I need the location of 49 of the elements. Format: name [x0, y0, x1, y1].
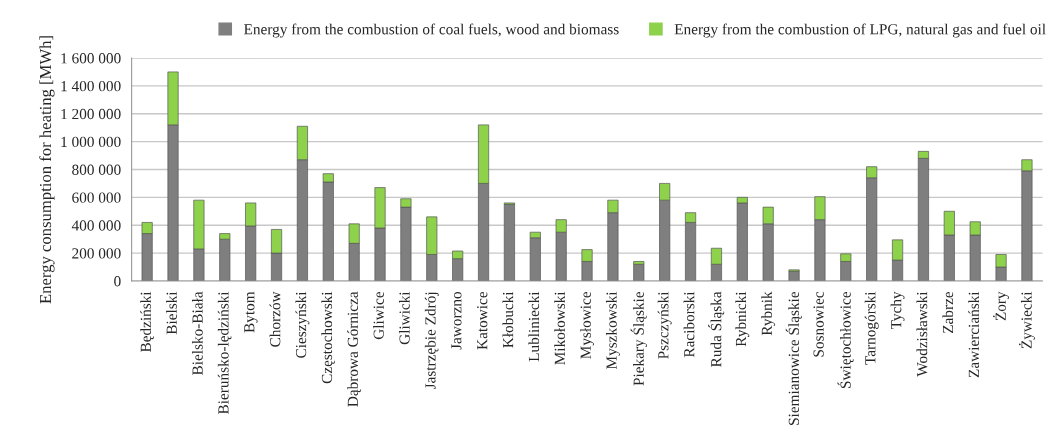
x-tick-label: Cieszyński	[295, 291, 310, 358]
x-tick-label: Piekary Śląskie	[630, 291, 647, 386]
x-tick-label: Rybnik	[761, 291, 776, 336]
x-tick-label: Mikołowski	[554, 291, 565, 365]
x-tick-label: Bieruńsko-lędziński	[217, 291, 232, 415]
x-tick-label: Bielski	[166, 291, 177, 335]
x-tick-label: Ruda Śląska	[708, 291, 725, 367]
x-tick-label: Lubliniecki	[528, 291, 540, 362]
x-tick-label: Częstochowski	[321, 291, 335, 384]
x-tick-label: Zawierciański	[968, 291, 980, 378]
x-tick-label: Będziński	[140, 291, 154, 353]
x-tick-label: Tychy	[890, 291, 905, 330]
x-tick-label: Raciborski	[683, 291, 695, 358]
bar	[503, 203, 515, 281]
x-tick-label: Sosnowiec	[813, 291, 824, 357]
x-tick-label: Dąbrowa Górnicza	[347, 291, 361, 407]
x-tick-label: Bielsko-Biała	[191, 291, 203, 375]
x-tick-label: Katowice	[477, 291, 488, 350]
x-tick-label: Kłobucki	[502, 291, 514, 348]
x-tick-label: Jastrzębie Zdrój	[424, 292, 439, 390]
x-tick-label: Mysłowice	[580, 291, 594, 359]
x-tick-label: Gliwicki	[398, 291, 410, 345]
y-tick-label: 1 000 000	[61, 136, 121, 148]
y-axis-title: Energy consumption for heating [MWh]	[39, 36, 55, 304]
y-tick-label: 1 400 000	[61, 81, 121, 92]
y-tick-label: 1 200 000	[61, 108, 121, 120]
y-tick-label: 600 000	[72, 192, 121, 203]
x-tick-label: Siemianowice Śląskie	[785, 291, 802, 425]
x-tick-label: Jaworzno	[451, 291, 462, 350]
x-tick-label: Tarnogórski	[864, 291, 879, 365]
y-tick-label: 800 000	[72, 164, 121, 175]
x-tick-label: Wodzisławski	[916, 291, 928, 377]
legend-label: Energy from the combustion of LPG, natural gas and fuel oil	[674, 23, 1046, 38]
x-tick-label: Bytom	[244, 291, 258, 333]
y-tick-label: 0	[114, 276, 121, 287]
legend-label: Energy from the combustion of coal fuels, wood and biomass	[244, 23, 619, 38]
x-tick-label: Chorzów	[269, 291, 281, 347]
x-tick-label: Pszczyński	[657, 291, 672, 359]
x-tick-label: Gliwice	[373, 291, 384, 340]
x-tick-label: Zabrze	[942, 291, 954, 334]
x-tick-label: Myszkowski	[605, 291, 620, 370]
y-tick-label: 1 600 000	[61, 53, 121, 64]
x-tick-label: Rybnicki	[735, 291, 750, 347]
x-tick-label: Żywiecki	[1019, 291, 1035, 349]
y-tick-label: 200 000	[72, 248, 121, 259]
bar	[633, 263, 645, 281]
x-tick-label: Żory	[993, 291, 1009, 321]
y-tick-label: 400 000	[71, 220, 121, 231]
x-tick-label: Świętochłowice	[837, 291, 854, 388]
